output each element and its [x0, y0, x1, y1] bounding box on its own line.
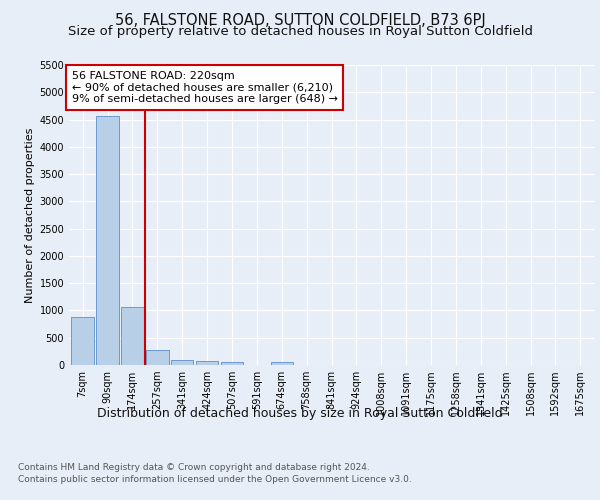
Bar: [71, 317, 94, 365]
Bar: [271, 362, 293, 365]
Text: 56, FALSTONE ROAD, SUTTON COLDFIELD, B73 6PJ: 56, FALSTONE ROAD, SUTTON COLDFIELD, B73…: [115, 12, 485, 28]
Text: Contains HM Land Registry data © Crown copyright and database right 2024.: Contains HM Land Registry data © Crown c…: [18, 462, 370, 471]
Text: Size of property relative to detached houses in Royal Sutton Coldfield: Size of property relative to detached ho…: [67, 25, 533, 38]
Bar: [146, 350, 169, 365]
Text: Contains public sector information licensed under the Open Government Licence v3: Contains public sector information licen…: [18, 475, 412, 484]
Bar: [121, 307, 143, 365]
Bar: [196, 360, 218, 365]
Bar: [171, 360, 193, 365]
Bar: [221, 362, 243, 365]
Text: 56 FALSTONE ROAD: 220sqm
← 90% of detached houses are smaller (6,210)
9% of semi: 56 FALSTONE ROAD: 220sqm ← 90% of detach…: [71, 71, 338, 104]
Text: Distribution of detached houses by size in Royal Sutton Coldfield: Distribution of detached houses by size …: [97, 408, 503, 420]
Y-axis label: Number of detached properties: Number of detached properties: [25, 128, 35, 302]
Bar: [97, 116, 119, 365]
